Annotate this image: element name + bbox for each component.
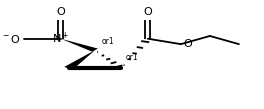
Text: O: O xyxy=(56,7,65,17)
Text: or1: or1 xyxy=(102,37,114,46)
Polygon shape xyxy=(64,50,95,69)
Polygon shape xyxy=(61,39,98,52)
Text: or1: or1 xyxy=(125,53,138,62)
Text: $\mathregular{^-O}$: $\mathregular{^-O}$ xyxy=(1,33,21,45)
Text: O: O xyxy=(143,7,152,17)
Text: $\mathregular{N^+}$: $\mathregular{N^+}$ xyxy=(52,31,69,46)
Text: O: O xyxy=(183,39,192,49)
